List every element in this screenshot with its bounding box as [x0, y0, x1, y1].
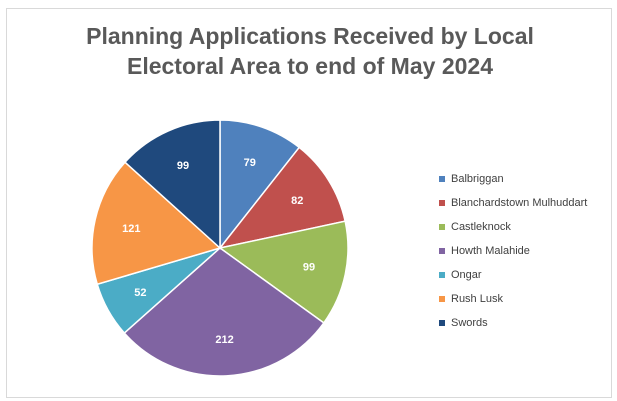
legend-label: Ongar: [451, 269, 482, 281]
pie-slice-castleknock: [218, 220, 349, 324]
legend-swatch: [439, 296, 445, 302]
legend-swatch: [439, 224, 445, 230]
legend-item-howth-malahide: Howth Malahide: [439, 239, 587, 263]
pie-slice-swords: [123, 119, 221, 250]
legend-swatch: [439, 272, 445, 278]
legend-item-castleknock: Castleknock: [439, 215, 587, 239]
legend-label: Blanchardstown Mulhuddart: [451, 197, 588, 209]
legend-item-blanchardstown-mulhuddart: Blanchardstown Mulhuddart: [439, 191, 587, 215]
chart-title: Planning Applications Received by Local …: [7, 21, 613, 81]
pie-slice-blanchardstown-mulhuddart: [218, 146, 347, 250]
data-label-blanchardstown-mulhuddart: 82: [291, 195, 303, 207]
legend-label: Rush Lusk: [451, 293, 503, 305]
legend-swatch: [439, 248, 445, 254]
data-label-rush-lusk: 121: [122, 223, 140, 235]
data-label-howth-malahide: 212: [215, 334, 233, 346]
legend-label: Howth Malahide: [451, 245, 530, 257]
chart-title-line-1: Planning Applications Received by Local: [86, 23, 534, 49]
legend-label: Balbriggan: [451, 173, 504, 185]
pie-slice-balbriggan: [219, 119, 301, 251]
chart-area: Planning Applications Received by Local …: [6, 8, 612, 398]
legend-swatch: [439, 320, 445, 326]
legend-item-ongar: Ongar: [439, 263, 587, 287]
data-label-ongar: 52: [134, 287, 146, 299]
legend-label: Swords: [451, 317, 488, 329]
chart-title-line-2: Electoral Area to end of May 2024: [126, 53, 493, 79]
legend-swatch: [439, 200, 445, 206]
data-label-swords: 99: [177, 160, 189, 172]
legend-item-rush-lusk: Rush Lusk: [439, 287, 587, 311]
legend-item-swords: Swords: [439, 311, 587, 335]
pie-slice-howth-malahide: [123, 247, 325, 377]
pie-chart: 79 82 99 212 52 121 99: [91, 119, 349, 377]
data-label-castleknock: 99: [303, 262, 315, 274]
legend-label: Castleknock: [451, 221, 511, 233]
legend-swatch: [439, 176, 445, 182]
data-label-balbriggan: 79: [244, 157, 256, 169]
pie-slice-rush-lusk: [91, 161, 222, 286]
legend: Balbriggan Blanchardstown Mulhuddart Castl…: [439, 167, 587, 335]
legend-item-balbriggan: Balbriggan: [439, 167, 587, 191]
